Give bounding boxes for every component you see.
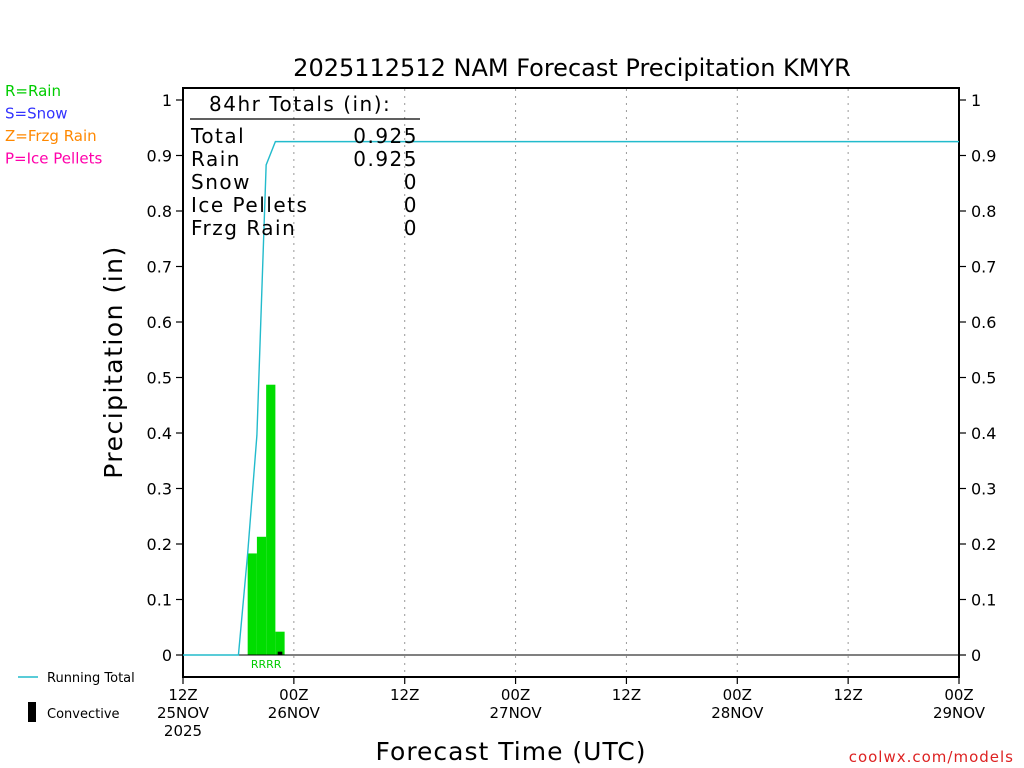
ptype-legend-item: R=Rain: [5, 82, 61, 100]
x-tick-label: 2025: [164, 722, 202, 740]
x-tick-label: 12Z: [168, 686, 197, 704]
ptype-legend-item: P=Ice Pellets: [5, 150, 102, 168]
y-axis-left: 0 0.1 0.2 0.3 0.4 0.5 0.6 0.7 0.8 0.9 1: [147, 91, 183, 665]
y-tick-label-right: 1: [971, 91, 981, 110]
series-legend: Running Total Convective: [18, 671, 135, 722]
y-tick-label-right: 0.2: [971, 535, 996, 554]
y-tick-label-left: 0.9: [147, 147, 172, 166]
rain-bar: [275, 631, 285, 655]
y-tick-label-left: 0.1: [147, 591, 172, 610]
ptype-legend-item: Z=Frzg Rain: [5, 127, 97, 145]
ptype-markers: RRRR: [251, 658, 282, 671]
running-total-line: [183, 140, 959, 656]
y-axis-title: Precipitation (in): [99, 245, 128, 479]
totals-row-label: Ice Pellets: [191, 193, 308, 217]
plot-frame: [182, 87, 960, 678]
y-tick-label-left: 0.3: [147, 480, 172, 499]
x-tick-label: 12Z: [612, 686, 641, 704]
x-axis-title: Forecast Time (UTC): [376, 737, 647, 766]
y-tick-label-left: 0.2: [147, 535, 172, 554]
running-total-legend-label: Running Total: [47, 671, 135, 686]
y-tick-label-left: 1: [162, 91, 172, 110]
totals-row-label: Rain: [191, 147, 241, 171]
x-tick-label: 26NOV: [268, 704, 321, 722]
totals-row-value: 0: [404, 193, 418, 217]
x-tick-label: 12Z: [390, 686, 419, 704]
totals-row-label: Total: [190, 124, 245, 148]
y-tick-label-right: 0.1: [971, 591, 996, 610]
totals-header: 84hr Totals (in):: [209, 92, 391, 116]
totals-row-value: 0.925: [353, 124, 418, 148]
y-tick-label-left: 0: [162, 646, 172, 665]
ptype-legend-item: S=Snow: [5, 105, 68, 123]
y-axis-right: 0 0.1 0.2 0.3 0.4 0.5 0.6 0.7 0.8 0.9 1: [959, 91, 996, 665]
ptype-legend: R=Rain S=Snow Z=Frzg Rain P=Ice Pellets: [5, 82, 102, 168]
y-tick-label-right: 0.8: [971, 202, 996, 221]
y-tick-label-right: 0.5: [971, 369, 996, 388]
y-tick-label-right: 0: [971, 646, 981, 665]
x-tick-label: 00Z: [279, 686, 308, 704]
totals-row-label: Snow: [191, 170, 251, 194]
y-tick-label-right: 0.9: [971, 147, 996, 166]
convective-bar: [277, 651, 283, 655]
totals-box: 84hr Totals (in): Total 0.925 Rain 0.925 Sno…: [190, 92, 420, 240]
x-tick-label: 12Z: [833, 686, 862, 704]
credit-text: coolwx.com/models: [849, 748, 1014, 766]
rain-bar: [247, 553, 257, 655]
x-tick-label: 28NOV: [711, 704, 764, 722]
totals-rows: Total 0.925 Rain 0.925 Snow 0 Ice Pellets 0 Frzg…: [190, 124, 418, 240]
y-tick-label-right: 0.6: [971, 313, 996, 332]
y-tick-label-right: 0.7: [971, 258, 996, 277]
y-tick-label-left: 0.4: [147, 424, 172, 443]
x-tick-label: 00Z: [501, 686, 530, 704]
x-tick-label: 00Z: [723, 686, 752, 704]
x-tick-label: 00Z: [944, 686, 973, 704]
convective-bars: [277, 651, 283, 655]
x-tick-label: 25NOV: [157, 704, 210, 722]
totals-row-label: Frzg Rain: [191, 216, 296, 240]
y-tick-label-right: 0.4: [971, 424, 996, 443]
convective-legend-swatch: [28, 702, 36, 722]
y-tick-label-left: 0.8: [147, 202, 172, 221]
y-tick-label-left: 0.6: [147, 313, 172, 332]
rain-bars: [247, 384, 285, 655]
totals-row-value: 0: [404, 170, 418, 194]
y-tick-label-left: 0.7: [147, 258, 172, 277]
rain-bar: [266, 384, 276, 655]
totals-row-value: 0: [404, 216, 418, 240]
chart-title: 2025112512 NAM Forecast Precipitation KM…: [293, 54, 851, 82]
y-tick-label-right: 0.3: [971, 480, 996, 499]
x-tick-label: 27NOV: [490, 704, 543, 722]
y-tick-label-left: 0.5: [147, 369, 172, 388]
grid-lines: [293, 89, 849, 676]
rain-bar: [256, 536, 267, 655]
convective-legend-label: Convective: [47, 707, 120, 722]
x-tick-label: 29NOV: [933, 704, 986, 722]
totals-row-value: 0.925: [353, 147, 418, 171]
